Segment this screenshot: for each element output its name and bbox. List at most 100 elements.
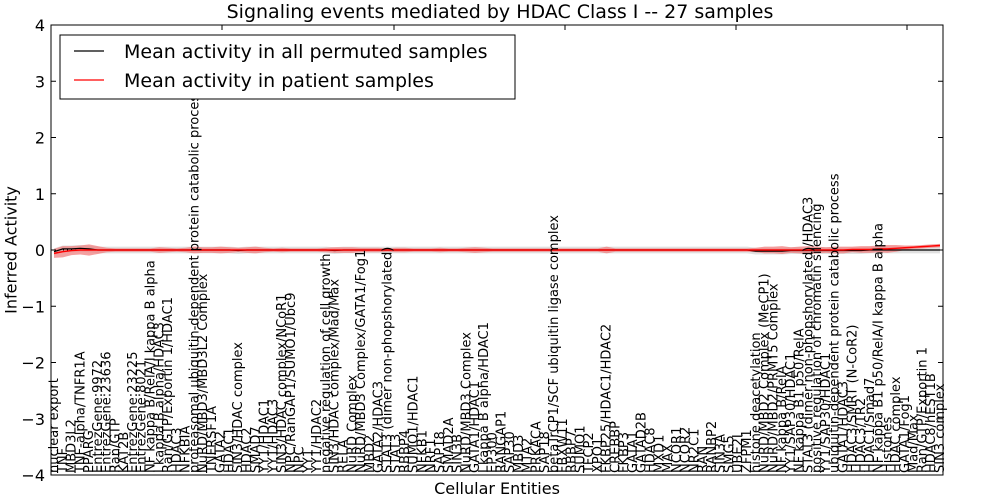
x-tick-label: SUMO1 — [573, 426, 588, 474]
x-tick-label: HDAC3/SMRT (N-CoR2) — [845, 325, 860, 473]
x-tick-label: NFKBIA — [179, 426, 194, 473]
x-tick-label: NF kappa B/RelA/I kappa B alpha — [143, 260, 158, 473]
x-tick-label: NuRD/MBD2/PRMT5 Complex — [766, 283, 781, 473]
x-tick-label: I kappa B alpha/HDAC3 — [152, 322, 167, 473]
x-tick-label: SIN3/HDAC complex — [231, 342, 246, 473]
x-tick-label: NF kappa B1 p50/RelA/I kappa B alpha — [872, 223, 887, 473]
plot-area — [51, 243, 943, 258]
x-tick-label: NPC/RanGAP1/SUMO1/Ubc9 — [284, 293, 299, 473]
x-tick-label: GATA1/HDAC3 — [837, 381, 852, 473]
x-tick-label: RANGAP1 — [494, 411, 509, 473]
x-tick-label: histone deacetylation — [749, 332, 764, 473]
patient-mean-line — [53, 244, 941, 255]
x-tick-label: Mad/Max — [907, 414, 922, 473]
x-tick-label: ubiquitin-dependent protein catabolic pr… — [828, 173, 843, 473]
y-tick-label: 3 — [35, 72, 45, 91]
x-tick-label: TFCP2 — [582, 432, 597, 474]
x-tick-label: SIN3/HDAC complex/Mad/Max — [328, 279, 343, 473]
x-tick-label: HDAC3/TR2 — [854, 398, 869, 473]
x-tick-label: EntrezGene:9972 — [91, 360, 106, 473]
x-tick-label: NCOR2 — [679, 427, 694, 473]
chart-title: Signaling events mediated by HDAC Class … — [227, 1, 774, 23]
x-tick-label: HDAC3 — [170, 427, 185, 473]
y-tick-label: 1 — [35, 185, 45, 204]
y-axis-label: Inferred Activity — [2, 186, 21, 314]
x-tick-label: FKBP25/HDAC1/HDAC2 — [600, 324, 615, 473]
x-tick-label: RBBP7 — [565, 430, 580, 473]
x-tick-label: EP300 — [486, 432, 501, 473]
x-tick-label: SUMO1/HDAC1 — [407, 376, 422, 473]
x-tick-label: YY1 — [301, 449, 316, 474]
x-tick-label: NuRD/MBD2 Complex (MeCP1) — [758, 273, 773, 473]
x-tick-label: GATA1/HDAC1 — [468, 381, 483, 473]
x-tick-label: SIN3 complex — [933, 383, 948, 473]
x-tick-label: MXD1 — [652, 435, 667, 473]
x-tick-label: SMG5 — [722, 435, 737, 473]
x-tick-label: TNF — [56, 448, 71, 474]
x-tick-label: MBD3L2 — [65, 419, 80, 473]
x-tick-label: TNFRSF1A — [205, 406, 220, 474]
x-tick-label: I kappa B alpha/HDAC1 — [477, 322, 492, 473]
x-tick-label: GATA1/Fog1 — [898, 395, 913, 473]
x-tick-label: NuRD/MBD3/MBD3L2 Complex — [196, 273, 211, 473]
x-tick-label: SIN3/HDAC complex/NCoR1 — [275, 294, 290, 473]
x-tick-label: YY1/SAP30/HDAC1 — [784, 353, 799, 474]
x-tick-label: GATA1 — [626, 431, 641, 473]
y-tick-label: −4 — [21, 466, 45, 485]
x-axis-label: Cellular Entities — [434, 479, 560, 498]
x-tick-label: EntrezGene:8021 — [135, 360, 150, 473]
x-tick-label: EntrezGene:23225 — [126, 352, 141, 473]
x-tick-label: SAP30 — [503, 431, 518, 473]
x-tick-label: NR2C1 — [687, 429, 702, 473]
x-tick-label: STAT3 — [389, 434, 404, 473]
x-tick-label: HDAC8 — [644, 427, 659, 473]
x-tick-label: RELA — [336, 439, 351, 473]
x-tick-label: MTA2 — [521, 438, 536, 473]
x-tick-label: negative regulation of cell growth — [319, 253, 334, 473]
x-tick-label: betaTrCP1/SCF ubiquitin ligase complex — [547, 215, 562, 473]
x-tick-label: NuRD/MBD3 Complex — [459, 332, 474, 473]
x-tick-label: Ran/GTP/Exportin 1/HDAC1 — [161, 297, 176, 473]
x-tick-label: SIN3B — [451, 434, 466, 473]
x-tick-label: STAT3 (dimer non-phopshorylated)/HDAC3 — [801, 197, 816, 473]
legend-box — [59, 34, 516, 100]
y-tick-label: 0 — [35, 241, 45, 260]
x-tick-label: NuRD Complex — [345, 375, 360, 473]
y-tick-label: −1 — [21, 297, 45, 316]
x-tick-label: ZFPM1 — [740, 429, 755, 473]
x-tick-label: STAT3 (dimer non-phopshorylated) — [380, 247, 395, 473]
x-tick-label: HDAC complex — [889, 376, 904, 473]
x-tick-label: SMAD7 — [249, 426, 264, 473]
y-tick-label: 4 — [35, 16, 45, 35]
y-tick-label: 2 — [35, 129, 45, 148]
x-tick-label: Ran/GTP — [108, 418, 123, 473]
x-tick-label: NFKB1 — [415, 430, 430, 473]
x-tick-label: SAP18 — [433, 431, 448, 473]
x-tick-label: HDAC1 — [222, 427, 237, 473]
x-tick-label: GATA2 — [214, 431, 229, 473]
x-tick-label: MAX — [661, 444, 676, 473]
x-tick-label: YY1/HDAC3 — [266, 399, 281, 474]
x-tick-label: YY1/HDAC1 — [258, 399, 273, 474]
y-tick-label: −3 — [21, 410, 45, 429]
x-tick-label: TNF-alpha/TNFR1A — [73, 351, 88, 474]
x-tick-label: Ran/GTP/Exportin 1 — [915, 347, 930, 473]
patient-band — [54, 243, 940, 258]
x-tick-label: KAT2B — [117, 432, 132, 473]
x-tick-label: HDAC1/Smad7 — [863, 378, 878, 473]
legend: Mean activity in all permuted samples Me… — [59, 34, 516, 100]
x-tick-label: SAP18 — [538, 431, 553, 473]
x-tick-label: GATA2/HDAC3 — [372, 381, 387, 473]
x-tick-label: NCOR1 — [670, 427, 685, 473]
x-tick-labels: nuclear exportTNFMBD3L2TNF-alpha/TNFR1AP… — [47, 88, 948, 474]
x-tick-label: FBXW11 — [556, 418, 571, 473]
x-tick-label: NPC — [293, 446, 308, 473]
x-tick-label: NuRD/MBD3 Complex/GATA1/Fog1 — [354, 250, 369, 473]
legend-label-patient: Mean activity in patient samples — [124, 70, 434, 92]
x-tick-label: HDAC2 — [240, 427, 255, 473]
x-tick-label: YY1/SAP30/HDAC1 — [819, 353, 834, 474]
x-tick-label: RBBP4 — [398, 430, 413, 473]
x-tick-label: GATAD2B — [635, 412, 650, 473]
x-tick-label: Histones — [880, 417, 895, 473]
